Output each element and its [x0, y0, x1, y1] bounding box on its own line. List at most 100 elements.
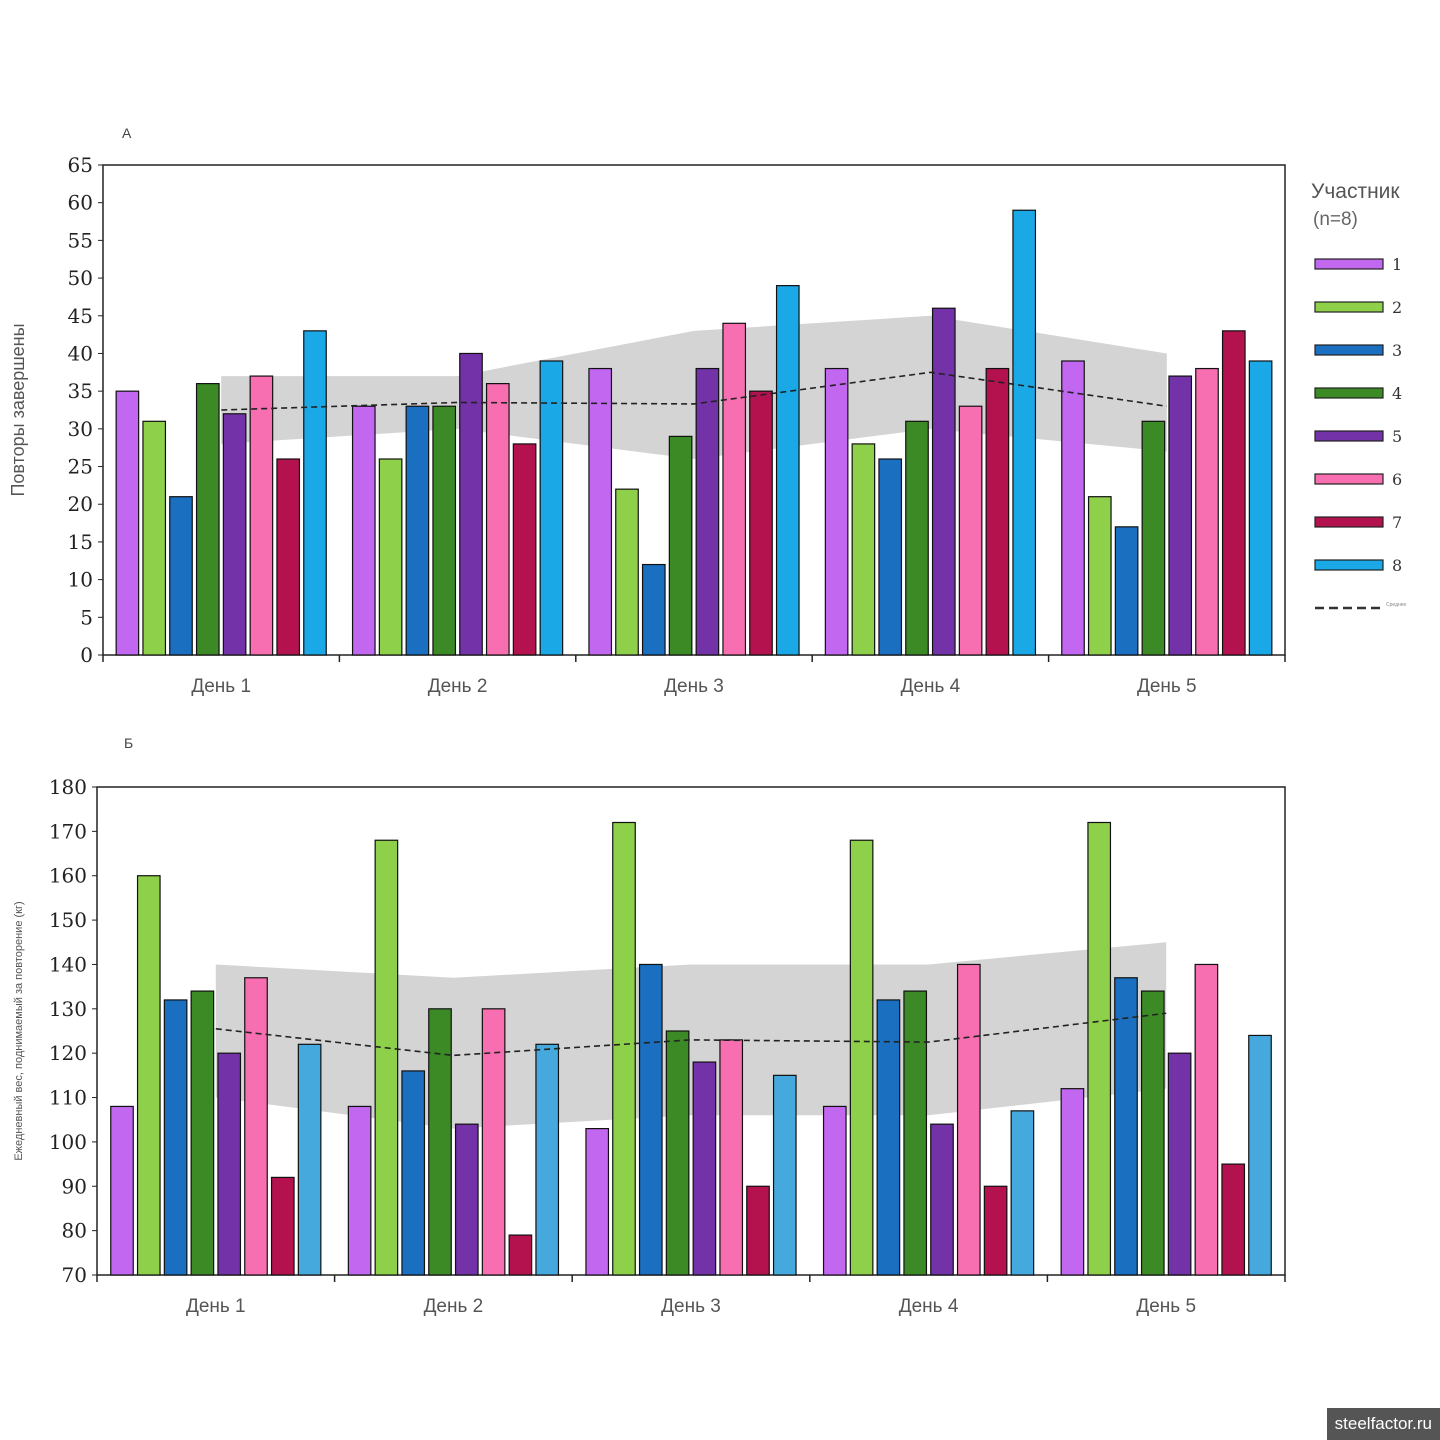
legend-item-label: 3	[1392, 341, 1402, 360]
bar-participant-1	[115, 390, 140, 656]
y-axis-label: Повторы завершены	[8, 323, 28, 496]
bar-participant-2	[142, 420, 167, 656]
bar-participant-8	[1010, 1110, 1035, 1276]
x-tick-label: День 5	[1136, 1296, 1196, 1317]
bar-participant-5	[459, 352, 483, 656]
y-tick-label: 50	[68, 266, 93, 290]
y-tick-label: 30	[68, 417, 93, 441]
y-tick-label: 0	[80, 643, 93, 667]
bar-participant-3	[878, 458, 903, 656]
bar-participant-4	[190, 990, 215, 1276]
bar-participant-6	[485, 383, 510, 656]
bar-participant-3	[401, 1070, 426, 1276]
legend-item-label: 6	[1392, 470, 1402, 489]
bar-participant-8	[303, 330, 327, 656]
y-tick-label: 60	[68, 191, 93, 215]
bar-participant-4	[665, 1030, 690, 1276]
bar-participant-2	[1087, 821, 1112, 1276]
bar-participant-3	[163, 999, 188, 1276]
legend-item-label: 5	[1392, 427, 1402, 446]
legend-swatch-2	[1314, 301, 1384, 313]
y-tick-label: 180	[49, 775, 87, 799]
bar-participant-5	[931, 307, 956, 656]
bar-participant-8	[539, 360, 564, 656]
chart-b: 70 80 90 100 110 120 130 140 150 160 170 180 День 1 Д…	[13, 735, 1286, 1317]
bar-participant-8	[297, 1043, 322, 1276]
bar-participant-4	[668, 435, 693, 656]
y-tick-label: 160	[49, 864, 87, 888]
y-tick-label: 35	[68, 379, 93, 403]
y-tick-label: 90	[62, 1174, 87, 1198]
chart-a: 0 5 10 15 20 25 30 35 40 45 50 55 60 65 День 1 День 2 Де…	[8, 125, 1286, 697]
x-tick-label: День 4	[899, 1296, 959, 1317]
bar-participant-4	[195, 383, 220, 656]
legend: Участник (n=8) 1 2 3 4 5 6 7 8 Среднее	[1311, 180, 1407, 610]
bar-participant-1	[347, 1105, 372, 1276]
bar-participant-6	[1195, 367, 1219, 656]
bar-participant-1	[1061, 360, 1085, 656]
bar-participant-7	[512, 443, 537, 656]
bar-participant-2	[378, 458, 403, 656]
bar-participant-4	[428, 1008, 452, 1276]
legend-swatch-7	[1314, 516, 1384, 528]
bar-participant-6	[722, 322, 747, 656]
bar-participant-8	[772, 1074, 797, 1276]
legend-item-label: 2	[1392, 298, 1402, 317]
y-tick-label: 110	[49, 1086, 87, 1110]
legend-swatch-6	[1314, 473, 1384, 485]
bar-participant-5	[222, 413, 247, 656]
bar-participant-6	[1194, 963, 1219, 1276]
bar-participant-4	[1140, 990, 1165, 1276]
mean-line	[215, 1012, 1167, 1057]
bar-participant-6	[956, 963, 981, 1276]
bar-participant-8	[1012, 209, 1037, 656]
y-tick-label: 65	[68, 153, 93, 177]
bar-participant-3	[405, 405, 430, 656]
y-tick-label: 20	[68, 492, 93, 516]
variability-band	[221, 315, 1167, 459]
y-tick-label: 40	[68, 341, 93, 365]
y-tick-label: 120	[49, 1041, 87, 1065]
legend-mean-label: Среднее	[1386, 602, 1407, 608]
bar-participant-5	[1168, 375, 1193, 656]
bar-participant-2	[136, 875, 161, 1276]
bar-participant-3	[169, 496, 193, 656]
bar-participant-7	[1221, 330, 1246, 656]
legend-item-label: 1	[1392, 255, 1402, 274]
x-tick-label: День 5	[1137, 676, 1197, 697]
bar-participant-2	[849, 839, 874, 1276]
bar-participant-7	[985, 367, 1010, 656]
bar-participant-3	[1114, 977, 1138, 1276]
variability-band	[215, 942, 1167, 1129]
y-tick-label: 5	[80, 605, 93, 629]
y-tick-label: 140	[49, 952, 87, 976]
legend-title: Участник	[1311, 180, 1400, 203]
bar-participant-4	[1141, 420, 1166, 656]
legend-swatch-1	[1314, 258, 1384, 270]
bar-participant-8	[535, 1043, 560, 1276]
bar-participant-1	[588, 367, 613, 656]
x-tick-label: День 4	[901, 676, 961, 697]
bar-participant-8	[775, 285, 800, 656]
y-tick-label: 45	[68, 304, 93, 328]
panel-label: Б	[124, 735, 133, 751]
y-tick-label: 170	[49, 819, 87, 843]
bar-participant-2	[374, 839, 399, 1276]
bar-participant-2	[1087, 496, 1112, 656]
panel-label: А	[122, 125, 132, 141]
y-tick-label: 80	[62, 1219, 87, 1243]
bar-participant-1	[351, 405, 376, 656]
bar-participant-3	[876, 999, 901, 1276]
plot-frame	[96, 786, 1286, 1276]
bar-participant-4	[905, 420, 929, 656]
watermark: steelfactor.ru	[1326, 1408, 1440, 1440]
legend-subtitle: (n=8)	[1313, 209, 1358, 230]
bar-participant-7	[508, 1234, 533, 1276]
bar-participant-4	[432, 405, 457, 656]
bar-participant-1	[110, 1105, 134, 1276]
x-tick-label: День 1	[186, 1296, 246, 1317]
bar-participant-7	[983, 1185, 1008, 1276]
y-tick-label: 130	[49, 997, 87, 1021]
bar-participant-2	[612, 821, 636, 1276]
